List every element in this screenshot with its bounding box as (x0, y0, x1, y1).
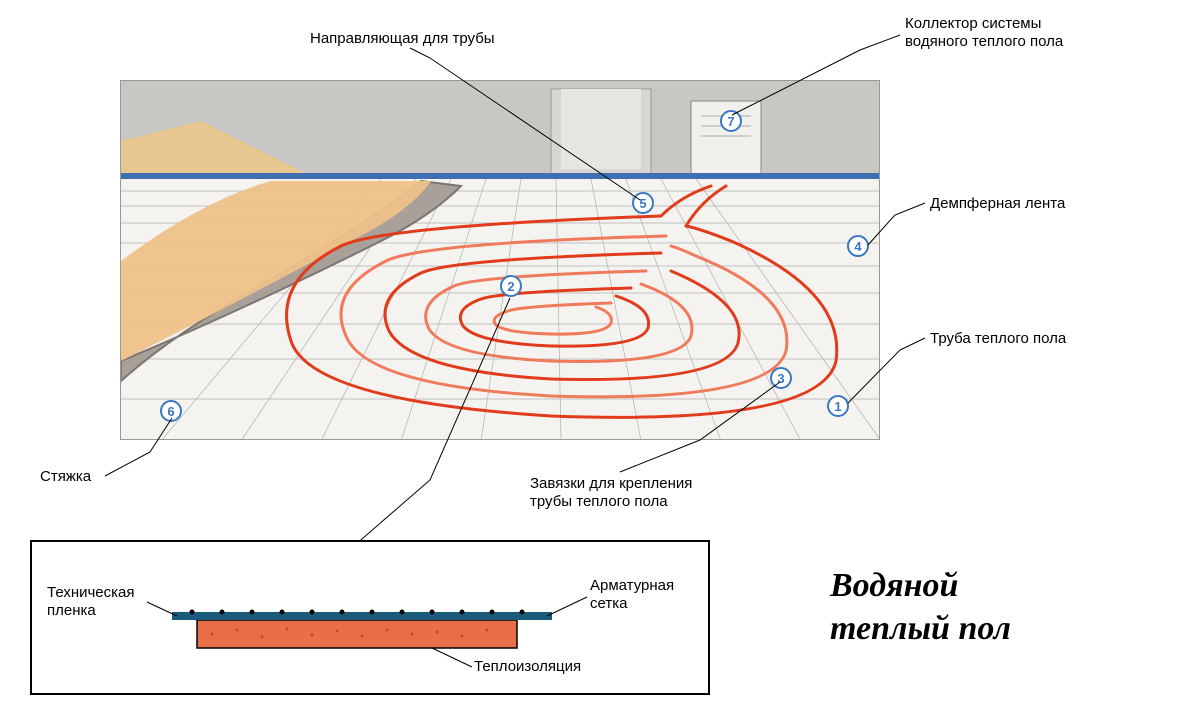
marker-5: 5 (632, 192, 654, 214)
floor-svg (121, 81, 880, 440)
title-line-2: теплый пол (830, 608, 1011, 651)
label-guide: Направляющая для трубы (310, 30, 495, 47)
label-pipe: Труба теплого пола (930, 330, 1066, 347)
marker-6: 6 (160, 400, 182, 422)
cross-section-diagram: Техническая пленка Арматурная сетка Тепл… (30, 540, 710, 695)
label-mesh-l1: Арматурная (590, 577, 674, 594)
label-collector-l1: Коллектор системы (905, 15, 1041, 32)
marker-7: 7 (720, 110, 742, 132)
label-collector-l2: водяного теплого пола (905, 33, 1063, 50)
marker-4: 4 (847, 235, 869, 257)
label-mesh-l2: сетка (590, 595, 627, 612)
marker-3: 3 (770, 367, 792, 389)
marker-2: 2 (500, 275, 522, 297)
diagram-title: Водяной теплый пол (830, 565, 1011, 650)
title-line-1: Водяной (830, 565, 1011, 608)
label-damper: Демпферная лента (930, 195, 1065, 212)
floor-perspective-diagram (120, 80, 880, 440)
label-screed: Стяжка (40, 468, 91, 485)
label-film-l2: пленка (47, 602, 96, 619)
label-insulation: Теплоизоляция (474, 658, 581, 675)
label-film-l1: Техническая (47, 584, 135, 601)
marker-1: 1 (827, 395, 849, 417)
label-ties-l1: Завязки для крепления (530, 475, 692, 492)
label-ties-l2: трубы теплого пола (530, 493, 668, 510)
